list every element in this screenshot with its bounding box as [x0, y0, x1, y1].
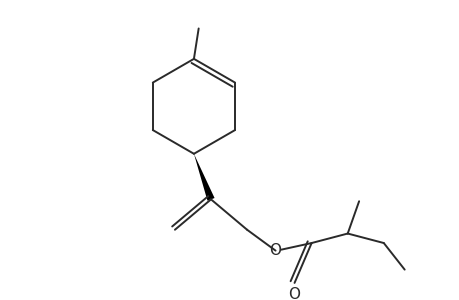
Text: O: O — [269, 243, 281, 258]
Polygon shape — [194, 154, 214, 201]
Text: O: O — [288, 287, 300, 300]
